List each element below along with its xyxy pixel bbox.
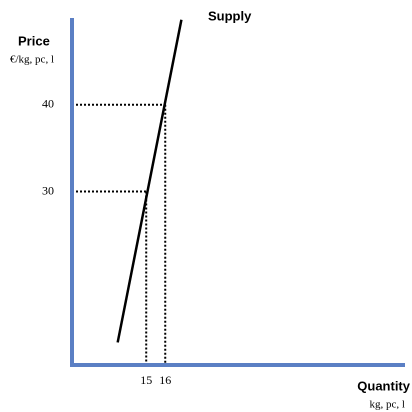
x-axis-label: Quantity: [357, 378, 410, 393]
y-tick-label: 40: [42, 97, 54, 111]
y-tick-label: 30: [42, 183, 54, 197]
chart-title: Supply: [208, 8, 252, 23]
supply-line: [116, 19, 183, 343]
x-tick-label: 16: [159, 373, 171, 387]
x-tick-label: 15: [140, 373, 152, 387]
y-axis-label: Price: [18, 33, 50, 48]
y-axis-unit: €/kg, pc, l: [10, 54, 54, 66]
x-axis-unit: kg, pc, l: [370, 399, 405, 411]
